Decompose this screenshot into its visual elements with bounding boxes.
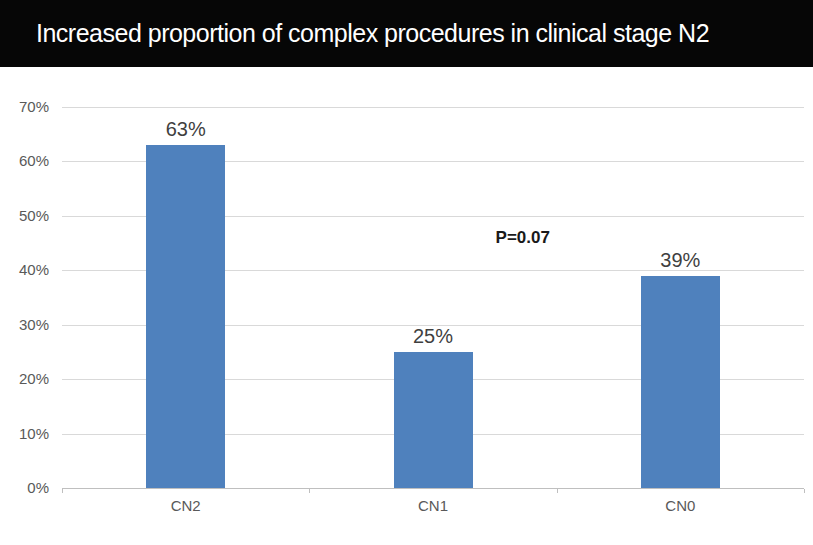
y-tick-label: 60% xyxy=(0,153,49,169)
y-tick-label: 10% xyxy=(0,426,49,442)
bar xyxy=(394,352,473,488)
axis-tick xyxy=(309,489,310,493)
axis-tick xyxy=(804,489,805,493)
y-tick-label: 40% xyxy=(0,262,49,278)
bar-value-label: 25% xyxy=(373,325,493,347)
bar-chart: 0% 10% 20% 30% 40% 50% 60% 70% 63% CN2 25% CN1 39% CN… xyxy=(0,67,813,545)
p-value-annotation: P=0.07 xyxy=(453,228,593,248)
y-tick-label: 20% xyxy=(0,371,49,387)
axis-tick xyxy=(62,489,63,493)
bar xyxy=(146,145,225,488)
bar-value-label: 63% xyxy=(126,118,246,140)
y-tick-label: 70% xyxy=(0,99,49,115)
axis-line xyxy=(62,488,804,489)
x-tick-label: CN1 xyxy=(373,498,493,514)
gridline xyxy=(62,107,804,108)
bar xyxy=(641,276,720,488)
y-tick-label: 50% xyxy=(0,208,49,224)
y-tick-label: 30% xyxy=(0,317,49,333)
axis-tick xyxy=(557,489,558,493)
y-tick-label: 0% xyxy=(0,480,49,496)
bar-value-label: 39% xyxy=(620,249,740,271)
x-tick-label: CN2 xyxy=(126,498,246,514)
slide-title-bar: Increased proportion of complex procedur… xyxy=(0,0,813,67)
slide-title: Increased proportion of complex procedur… xyxy=(0,19,709,48)
x-tick-label: CN0 xyxy=(620,498,740,514)
slide: Increased proportion of complex procedur… xyxy=(0,0,813,545)
